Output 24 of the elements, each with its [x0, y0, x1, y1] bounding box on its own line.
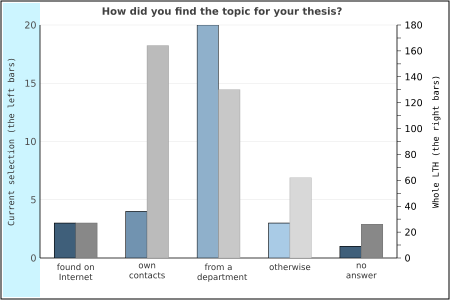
y2-tick-label: 180 [406, 21, 422, 29]
x-tick-label: own contacts [129, 264, 165, 278]
y2-tick-label: 140 [406, 73, 422, 80]
y-tick-label: 15 [25, 80, 36, 87]
y2-tick-label: 40 [405, 202, 416, 210]
y2-tick-label: 0 [405, 254, 410, 262]
y2-tick-label: 160 [406, 47, 422, 54]
y-tick-label: 0 [31, 254, 36, 262]
x-tick-label: found on Internet [56, 264, 94, 280]
x-tick-label: otherwise [270, 264, 310, 270]
y-tick-label: 10 [25, 138, 36, 146]
y2-tick-label: 80 [405, 150, 416, 158]
y2-tick-label: 100 [406, 124, 422, 132]
y2-tick-label: 20 [405, 228, 416, 236]
y-tick-label: 20 [25, 21, 36, 29]
y2-axis-title: Whole LTH (the right bars) [432, 76, 440, 208]
x-tick-label: no answer [346, 264, 377, 278]
y2-tick-label: 60 [405, 176, 416, 184]
y-tick-label: 5 [31, 196, 36, 204]
y-axis-title: Current selection (the left bars) [8, 58, 16, 226]
bar [361, 224, 384, 258]
x-tick-label: from a department [197, 264, 248, 282]
y2-tick-label: 120 [406, 99, 422, 106]
chart-title: How did you find the topic for your thesis? [102, 7, 342, 17]
